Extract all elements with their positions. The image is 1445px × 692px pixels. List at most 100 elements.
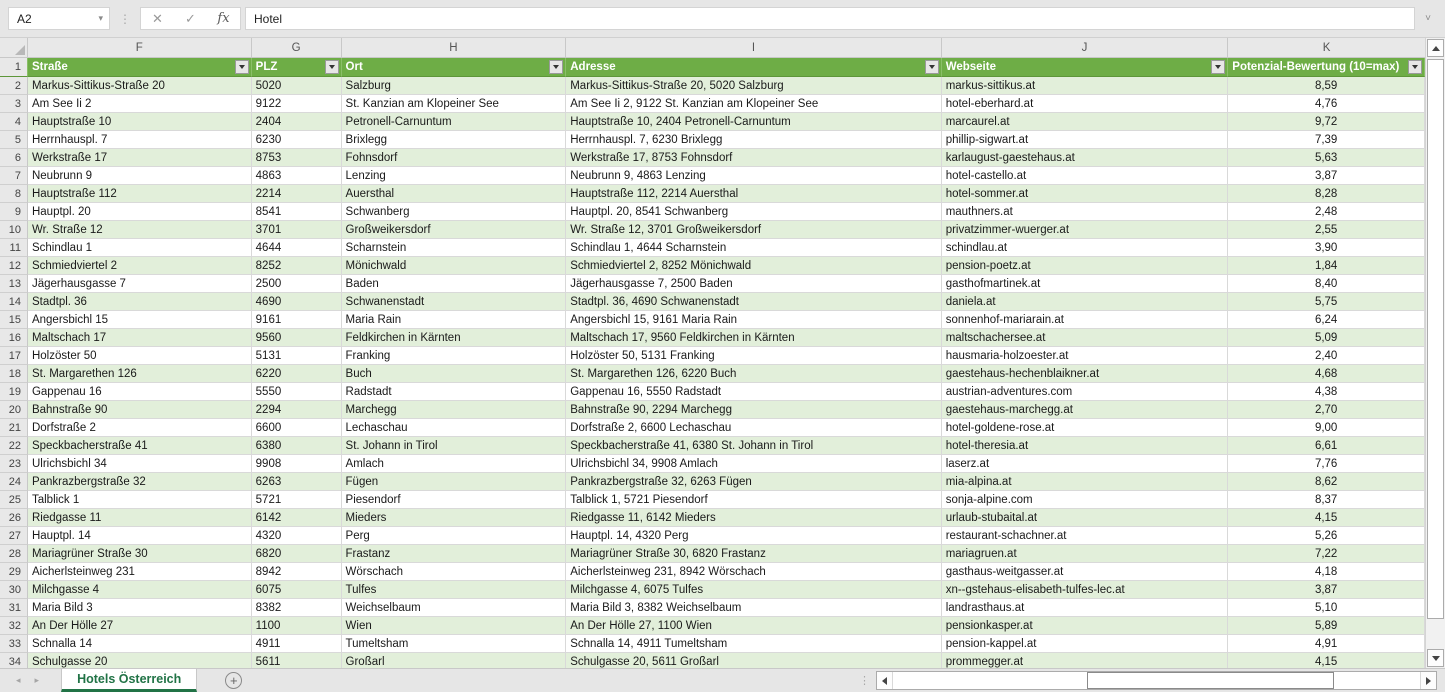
cell-potenzial[interactable]: 2,48 bbox=[1228, 203, 1425, 221]
column-header-k[interactable]: K bbox=[1322, 41, 1331, 54]
row-header[interactable]: 4 bbox=[0, 113, 28, 131]
cell-plz[interactable]: 5721 bbox=[251, 491, 342, 509]
cell-ort[interactable]: Buch bbox=[341, 365, 567, 383]
table-header-webseite[interactable]: Webseite bbox=[941, 58, 1229, 77]
cell-webseite[interactable]: schindlau.at bbox=[941, 239, 1229, 257]
cell-ort[interactable]: St. Johann in Tirol bbox=[341, 437, 567, 455]
cell-plz[interactable]: 6263 bbox=[251, 473, 342, 491]
formula-bar-expand-icon[interactable]: ˅ bbox=[1425, 13, 1431, 24]
cell-adresse[interactable]: Jägerhausgasse 7, 2500 Baden bbox=[566, 275, 942, 293]
cell-strasse[interactable]: Markus-Sittikus-Straße 20 bbox=[27, 77, 252, 95]
prev-sheet-icon[interactable]: ◂ bbox=[16, 675, 21, 685]
scroll-up-button[interactable] bbox=[1427, 39, 1444, 57]
cell-plz[interactable]: 9560 bbox=[251, 329, 342, 347]
row-header[interactable]: 20 bbox=[0, 401, 28, 419]
cell-adresse[interactable]: Gappenau 16, 5550 Radstadt bbox=[566, 383, 942, 401]
cell-ort[interactable]: St. Kanzian am Klopeiner See bbox=[341, 95, 567, 113]
row-header[interactable]: 8 bbox=[0, 185, 28, 203]
cell-strasse[interactable]: Ulrichsbichl 34 bbox=[27, 455, 252, 473]
row-header[interactable]: 9 bbox=[0, 203, 28, 221]
add-sheet-button[interactable]: + bbox=[225, 672, 243, 689]
cell-strasse[interactable]: Schindlau 1 bbox=[27, 239, 252, 257]
cell-webseite[interactable]: gaestehaus-marchegg.at bbox=[941, 401, 1229, 419]
row-header[interactable]: 10 bbox=[0, 221, 28, 239]
cell-ort[interactable]: Scharnstein bbox=[341, 239, 567, 257]
filter-button[interactable] bbox=[924, 60, 939, 74]
cell-webseite[interactable]: daniela.at bbox=[941, 293, 1229, 311]
cell-strasse[interactable]: Hauptpl. 20 bbox=[27, 203, 252, 221]
cell-adresse[interactable]: Schulgasse 20, 5611 Großarl bbox=[566, 653, 942, 668]
filter-button[interactable] bbox=[1211, 60, 1226, 74]
cell-plz[interactable]: 9908 bbox=[251, 455, 342, 473]
cell-webseite[interactable]: prommegger.at bbox=[941, 653, 1229, 668]
cell-plz[interactable]: 2294 bbox=[251, 401, 342, 419]
cell-strasse[interactable]: Schnalla 14 bbox=[27, 635, 252, 653]
name-box[interactable]: A2 ▾ bbox=[8, 7, 110, 30]
cancel-icon[interactable]: ✕ bbox=[152, 10, 163, 26]
cell-adresse[interactable]: Maria Bild 3, 8382 Weichselbaum bbox=[566, 599, 942, 617]
cell-ort[interactable]: Franking bbox=[341, 347, 567, 365]
cell-ort[interactable]: Maria Rain bbox=[341, 311, 567, 329]
cell-strasse[interactable]: Angersbichl 15 bbox=[27, 311, 252, 329]
cell-plz[interactable]: 5020 bbox=[251, 77, 342, 95]
next-sheet-icon[interactable]: ▸ bbox=[34, 675, 40, 685]
cell-webseite[interactable]: karlaugust-gaestehaus.at bbox=[941, 149, 1229, 167]
cell-strasse[interactable]: Wr. Straße 12 bbox=[27, 221, 252, 239]
cell-strasse[interactable]: Neubrunn 9 bbox=[27, 167, 252, 185]
cell-strasse[interactable]: Hauptpl. 14 bbox=[27, 527, 252, 545]
cell-adresse[interactable]: An Der Hölle 27, 1100 Wien bbox=[566, 617, 942, 635]
cell-plz[interactable]: 6380 bbox=[251, 437, 342, 455]
cell-webseite[interactable]: sonja-alpine.com bbox=[941, 491, 1229, 509]
cell-adresse[interactable]: Speckbacherstraße 41, 6380 St. Johann in… bbox=[566, 437, 942, 455]
cell-webseite[interactable]: restaurant-schachner.at bbox=[941, 527, 1229, 545]
cell-plz[interactable]: 6142 bbox=[251, 509, 342, 527]
cell-webseite[interactable]: mauthners.at bbox=[941, 203, 1229, 221]
cell-potenzial[interactable]: 5,09 bbox=[1228, 329, 1425, 347]
cell-plz[interactable]: 2214 bbox=[251, 185, 342, 203]
cell-potenzial[interactable]: 5,10 bbox=[1228, 599, 1425, 617]
cell-potenzial[interactable]: 3,90 bbox=[1228, 239, 1425, 257]
cell-adresse[interactable]: Mariagrüner Straße 30, 6820 Frastanz bbox=[566, 545, 942, 563]
cell-adresse[interactable]: Markus-Sittikus-Straße 20, 5020 Salzburg bbox=[566, 77, 942, 95]
cell-ort[interactable]: Marchegg bbox=[341, 401, 567, 419]
column-header-f[interactable]: F bbox=[28, 38, 252, 57]
cell-potenzial[interactable]: 4,18 bbox=[1228, 563, 1425, 581]
cell-adresse[interactable]: Hauptpl. 20, 8541 Schwanberg bbox=[566, 203, 942, 221]
cell-potenzial[interactable]: 5,63 bbox=[1228, 149, 1425, 167]
row-header[interactable]: 30 bbox=[0, 581, 28, 599]
cell-webseite[interactable]: gasthofmartinek.at bbox=[941, 275, 1229, 293]
cell-plz[interactable]: 8252 bbox=[251, 257, 342, 275]
table-header-strasse[interactable]: Straße bbox=[27, 58, 252, 77]
scroll-down-button[interactable] bbox=[1427, 649, 1444, 667]
row-header[interactable]: 6 bbox=[0, 149, 28, 167]
cell-potenzial[interactable]: 2,40 bbox=[1228, 347, 1425, 365]
row-header[interactable]: 13 bbox=[0, 275, 28, 293]
cell-webseite[interactable]: laserz.at bbox=[941, 455, 1229, 473]
cell-potenzial[interactable]: 6,61 bbox=[1228, 437, 1425, 455]
cell-adresse[interactable]: Ulrichsbichl 34, 9908 Amlach bbox=[566, 455, 942, 473]
cell-strasse[interactable]: Stadtpl. 36 bbox=[27, 293, 252, 311]
formula-bar-input[interactable]: Hotel bbox=[245, 7, 1416, 30]
cell-plz[interactable]: 8942 bbox=[251, 563, 342, 581]
cell-adresse[interactable]: Angersbichl 15, 9161 Maria Rain bbox=[566, 311, 942, 329]
cell-strasse[interactable]: Bahnstraße 90 bbox=[27, 401, 252, 419]
cell-plz[interactable]: 4644 bbox=[251, 239, 342, 257]
cell-webseite[interactable]: pension-kappel.at bbox=[941, 635, 1229, 653]
row-header[interactable]: 27 bbox=[0, 527, 28, 545]
cell-potenzial[interactable]: 7,39 bbox=[1228, 131, 1425, 149]
cell-strasse[interactable]: St. Margarethen 126 bbox=[27, 365, 252, 383]
row-header[interactable]: 2 bbox=[0, 77, 28, 95]
name-box-dropdown-icon[interactable]: ▾ bbox=[98, 13, 103, 23]
cell-webseite[interactable]: markus-sittikus.at bbox=[941, 77, 1229, 95]
cell-strasse[interactable]: Pankrazbergstraße 32 bbox=[27, 473, 252, 491]
cell-webseite[interactable]: pension-poetz.at bbox=[941, 257, 1229, 275]
cell-potenzial[interactable]: 4,91 bbox=[1228, 635, 1425, 653]
cell-strasse[interactable]: Riedgasse 11 bbox=[27, 509, 252, 527]
cell-plz[interactable]: 4320 bbox=[251, 527, 342, 545]
cell-strasse[interactable]: Holzöster 50 bbox=[27, 347, 252, 365]
cell-plz[interactable]: 2404 bbox=[251, 113, 342, 131]
table-header-adresse[interactable]: Adresse bbox=[566, 58, 942, 77]
row-header[interactable]: 25 bbox=[0, 491, 28, 509]
cell-ort[interactable]: Wien bbox=[341, 617, 567, 635]
table-header-plz[interactable]: PLZ bbox=[251, 58, 342, 77]
